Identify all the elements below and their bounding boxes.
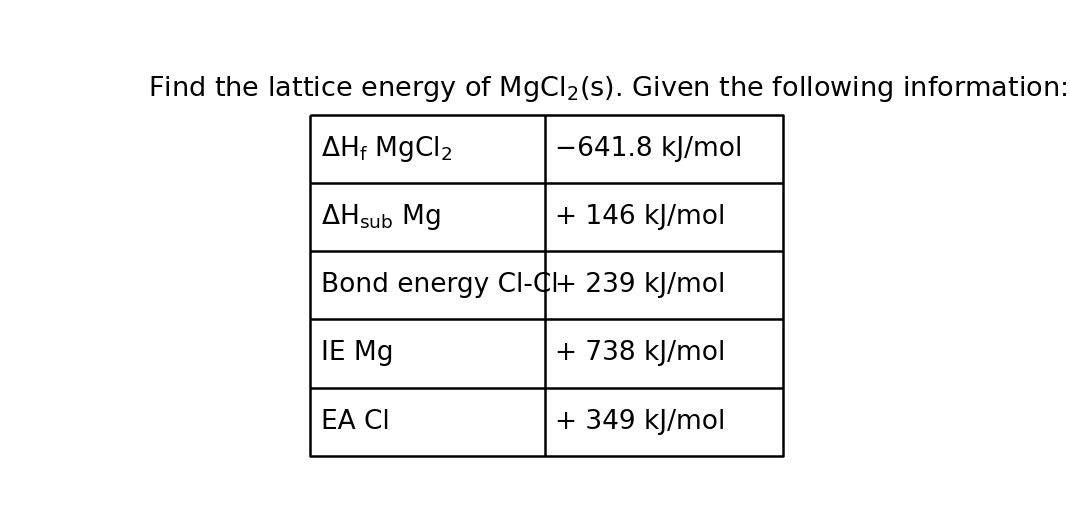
Text: IE Mg: IE Mg bbox=[321, 341, 394, 366]
Text: EA Cl: EA Cl bbox=[321, 409, 391, 434]
Text: Bond energy Cl-Cl: Bond energy Cl-Cl bbox=[321, 272, 559, 298]
Text: + 239 kJ/mol: + 239 kJ/mol bbox=[555, 272, 725, 298]
Text: −641.8 kJ/mol: −641.8 kJ/mol bbox=[555, 136, 743, 162]
Text: $\mathregular{\Delta H_{sub}}$ $\mathregular{Mg}$: $\mathregular{\Delta H_{sub}}$ $\mathreg… bbox=[321, 202, 441, 232]
Text: + 146 kJ/mol: + 146 kJ/mol bbox=[555, 204, 725, 231]
Text: + 738 kJ/mol: + 738 kJ/mol bbox=[555, 341, 725, 366]
Text: Find the lattice energy of MgCl$_2$(s). Given the following information:: Find the lattice energy of MgCl$_2$(s). … bbox=[148, 74, 1067, 104]
Text: $\mathregular{\Delta H_f}$ $\mathregular{MgCl_2}$: $\mathregular{\Delta H_f}$ $\mathregular… bbox=[321, 134, 453, 165]
Text: + 349 kJ/mol: + 349 kJ/mol bbox=[555, 409, 725, 434]
